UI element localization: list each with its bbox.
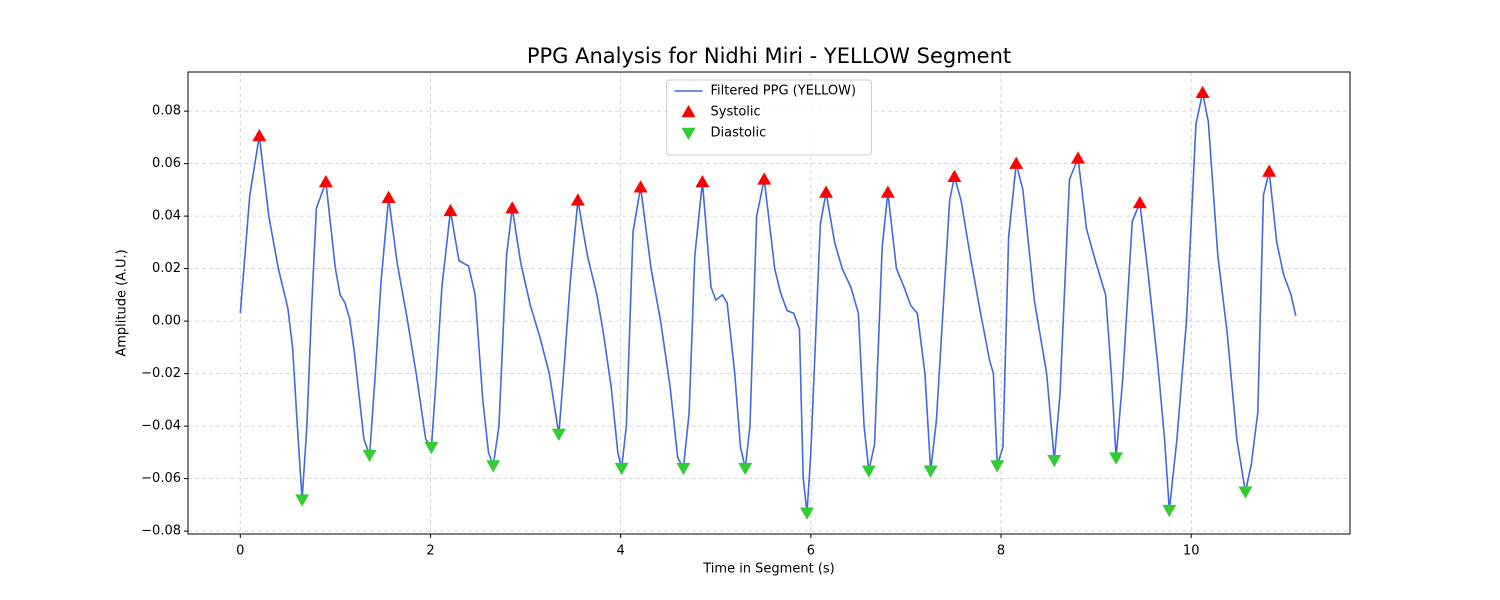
systolic-marker: [443, 203, 458, 217]
y-tick-label: −0.06: [141, 471, 181, 486]
legend-box: [666, 79, 872, 156]
diastolic-marker: [800, 507, 815, 520]
systolic-marker: [1009, 156, 1024, 169]
x-tick-label: 8: [997, 544, 1005, 559]
systolic-marker: [570, 193, 585, 206]
diastolic-marker: [614, 462, 629, 476]
systolic-marker: [252, 129, 267, 142]
systolic-marker: [1195, 85, 1210, 98]
diastolic-marker: [424, 441, 439, 455]
systolic-marker: [1262, 164, 1277, 177]
legend: Filtered PPG (YELLOW) Systolic Diastolic: [666, 79, 872, 156]
y-tick-label: 0.02: [152, 261, 181, 276]
systolic-marker: [947, 169, 962, 182]
diastolic-marker: [1047, 454, 1062, 468]
diastolic-marker: [362, 449, 377, 462]
y-tick-label: 0.04: [152, 209, 181, 224]
x-tick-label: 0: [236, 544, 244, 559]
y-axis-label: Amplitude (A.U.): [115, 249, 130, 356]
systolic-marker: [819, 185, 834, 198]
systolic-marker: [757, 172, 772, 185]
legend-label: Systolic: [711, 105, 761, 120]
y-tick-label: 0.00: [152, 314, 181, 329]
diastolic-marker: [990, 460, 1005, 473]
legend-swatch: [681, 127, 696, 140]
legend-label: Diastolic: [711, 126, 767, 141]
diastolic-marker: [1162, 504, 1177, 518]
y-tick-label: −0.08: [141, 524, 181, 539]
x-axis-label: Time in Segment (s): [702, 562, 834, 577]
systolic-marker: [695, 174, 710, 188]
diastolic-marker: [923, 465, 938, 478]
diastolic-marker: [1238, 486, 1253, 499]
y-tick-label: −0.02: [141, 366, 181, 381]
systolic-marker: [505, 201, 520, 214]
y-tick-label: −0.04: [141, 419, 181, 434]
systolic-marker: [1132, 195, 1147, 209]
x-tick-label: 10: [1183, 544, 1200, 559]
plot-frame: [187, 71, 1351, 535]
x-tick-label: 2: [426, 544, 434, 559]
systolic-marker: [318, 174, 333, 188]
diastolic-marker: [486, 460, 501, 473]
y-tick-label: 0.08: [152, 104, 181, 119]
diastolic-marker: [676, 462, 691, 476]
systolic-marker: [880, 185, 895, 198]
chart-title: PPG Analysis for Nidhi Miri - YELLOW Seg…: [527, 44, 1011, 68]
diastolic-marker: [861, 465, 876, 478]
diastolic-marker: [551, 428, 566, 441]
diastolic-marker: [295, 494, 310, 507]
legend-swatch: [681, 105, 696, 118]
systolic-marker: [381, 190, 396, 203]
x-tick-label: 6: [807, 544, 815, 559]
x-tick-label: 4: [617, 544, 625, 559]
diastolic-marker: [1109, 452, 1124, 465]
systolic-marker: [633, 180, 648, 193]
legend-label: Filtered PPG (YELLOW): [711, 84, 857, 99]
y-tick-label: 0.06: [152, 156, 181, 171]
systolic-marker: [1071, 151, 1086, 164]
diastolic-marker: [738, 462, 753, 476]
